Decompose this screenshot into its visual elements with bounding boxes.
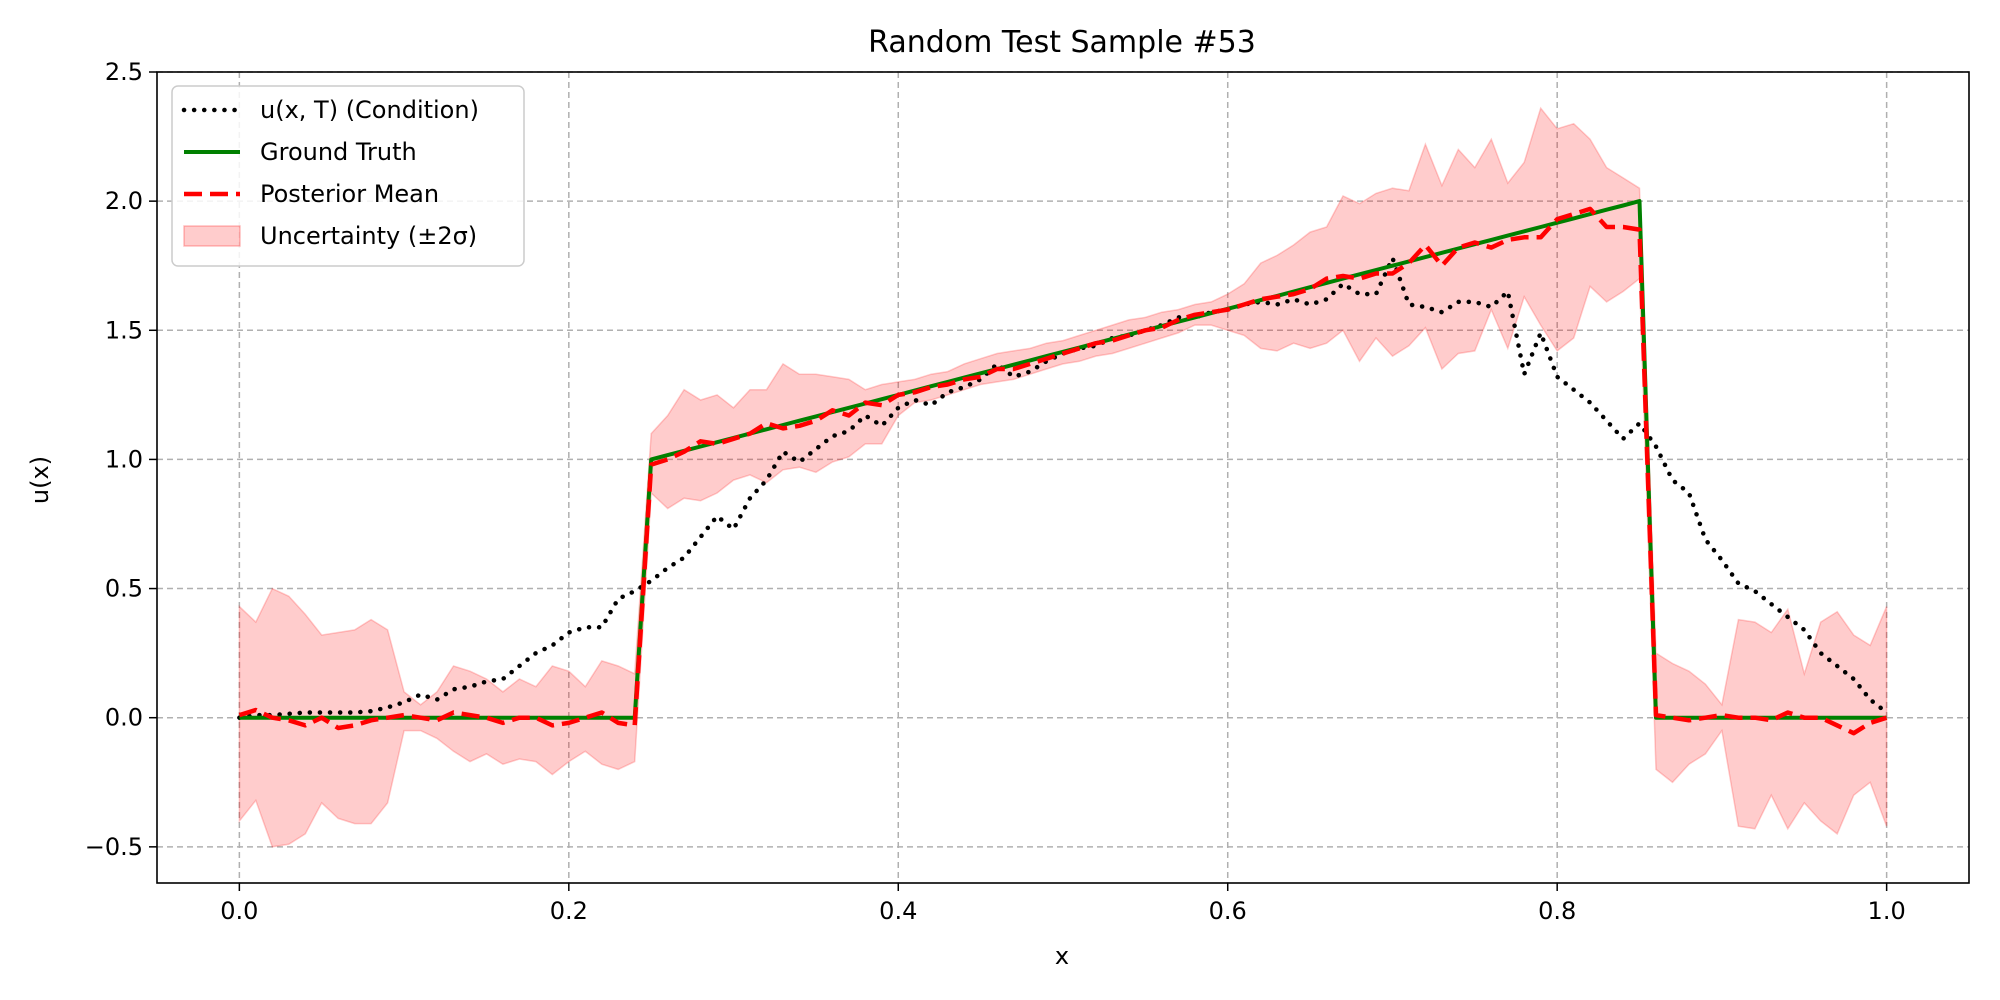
legend-label: Ground Truth (260, 138, 417, 166)
y-tick-label: 2.0 (105, 187, 143, 215)
legend-label: Posterior Mean (260, 180, 439, 208)
y-tick-label: 1.0 (105, 445, 143, 473)
legend-entry-condition: u(x, T) (Condition) (181, 96, 479, 124)
legend: u(x, T) (Condition) Ground Truth Posterior… (171, 85, 525, 267)
y-tick-label: 2.5 (105, 58, 143, 86)
legend-entry-uncertainty: Uncertainty (±2σ) (183, 222, 477, 250)
plot-frame (156, 71, 1970, 884)
legend-label: u(x, T) (Condition) (260, 96, 479, 124)
uncertainty-band-layer (238, 106, 1888, 848)
legend-entry-ground-truth: Ground Truth (184, 138, 417, 166)
legend-swatch (183, 225, 241, 247)
y-tick-label: 1.5 (105, 316, 143, 344)
legend-box (171, 85, 525, 267)
y-tick-label: 0.0 (105, 704, 143, 732)
chart-title: Random Test Sample #53 (868, 25, 1256, 60)
x-tick-label: 0.8 (1538, 897, 1576, 925)
y-axis-ticks: −0.5 0.0 0.5 1.0 1.5 2.0 2.5 (85, 58, 157, 861)
legend-entry-posterior-mean: Posterior Mean (184, 180, 439, 208)
legend-label: Uncertainty (±2σ) (260, 222, 477, 250)
x-tick-label: 0.6 (1209, 897, 1247, 925)
condition-series-line (237, 255, 1889, 720)
x-tick-label: 0.2 (550, 897, 588, 925)
series-layer (237, 199, 1889, 736)
x-axis-label: x (1055, 942, 1069, 970)
posterior-mean-series-line (238, 206, 1888, 736)
x-axis-ticks: 0.0 0.2 0.4 0.6 0.8 1.0 (220, 883, 1906, 925)
y-tick-label: 0.5 (105, 575, 143, 603)
uncertainty-band (238, 106, 1888, 848)
x-tick-label: 0.4 (879, 897, 917, 925)
y-tick-label: −0.5 (85, 833, 143, 861)
x-tick-label: 1.0 (1868, 897, 1906, 925)
x-tick-label: 0.0 (220, 897, 258, 925)
y-axis-label: u(x) (26, 456, 54, 504)
